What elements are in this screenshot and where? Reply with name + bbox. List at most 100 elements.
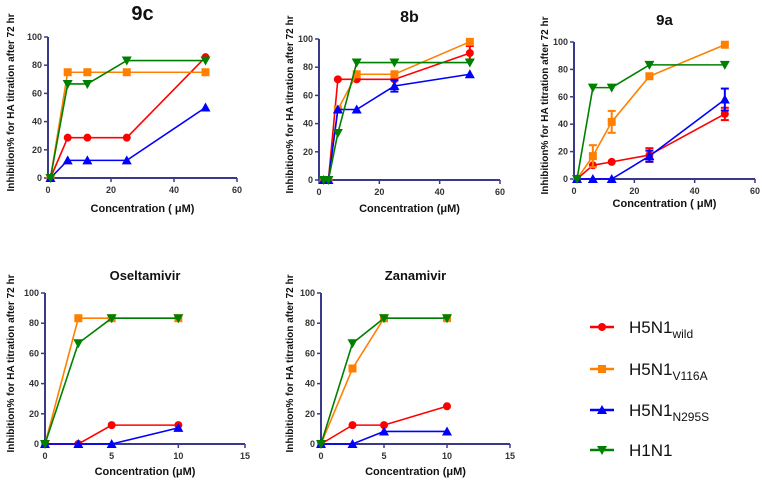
legend-label: H1N1 <box>629 441 672 460</box>
data-point <box>443 402 451 411</box>
legend-label: H5N1V116A <box>629 360 708 383</box>
panel-title: 8b <box>400 9 419 26</box>
legend-item: H5N1N295S <box>590 401 709 424</box>
y-tick-label: 60 <box>303 90 313 100</box>
y-tick-label: 0 <box>34 439 39 449</box>
legend-subscript: wild <box>671 327 693 341</box>
y-axis-label: Inhibition% for HA titration after 72 hr <box>540 16 551 194</box>
data-point <box>63 133 72 142</box>
data-point <box>74 314 83 323</box>
series-h1n1 <box>40 314 184 449</box>
data-point <box>351 58 362 68</box>
data-point <box>333 75 342 84</box>
data-point <box>379 314 389 324</box>
data-point <box>45 174 56 183</box>
data-point <box>644 60 655 70</box>
x-axis-label: Concentration (μM) <box>359 203 460 215</box>
data-point <box>464 69 475 79</box>
series-h5n1-wild <box>317 402 451 448</box>
x-axis-label: Concentration (μM) <box>365 466 466 478</box>
y-tick-label: 80 <box>29 318 39 328</box>
y-tick-label: 0 <box>308 175 313 185</box>
y-tick-label: 80 <box>558 64 568 74</box>
series-h1n1 <box>318 58 475 185</box>
x-tick-label: 5 <box>381 451 386 461</box>
y-tick-label: 60 <box>305 348 315 358</box>
x-axis-label: Concentration (μM) <box>95 466 196 478</box>
data-point <box>645 72 654 81</box>
y-axis-label: Inhibition% for HA titration after 72 hr <box>6 13 17 191</box>
data-point <box>719 94 730 104</box>
x-tick-label: 60 <box>750 186 760 196</box>
x-tick-label: 0 <box>42 451 47 461</box>
x-tick-label: 60 <box>495 187 505 197</box>
y-tick-label: 100 <box>27 32 42 42</box>
series-h5n1-v116a <box>46 68 210 182</box>
data-point <box>82 155 93 165</box>
data-point <box>332 104 343 114</box>
legend-marker <box>598 323 606 331</box>
legend-subscript: V116A <box>672 369 707 383</box>
data-point <box>390 70 399 79</box>
series-h1n1 <box>316 314 452 449</box>
y-tick-label: 100 <box>300 288 315 298</box>
data-point <box>173 422 184 432</box>
data-point <box>106 314 117 324</box>
data-point <box>607 157 616 166</box>
series-h1n1 <box>572 60 730 184</box>
series-h5n1-n295s <box>45 102 211 182</box>
data-point <box>351 104 362 114</box>
data-point <box>464 58 475 68</box>
data-point <box>588 152 597 161</box>
data-point <box>389 80 400 90</box>
x-tick-label: 10 <box>173 451 183 461</box>
y-axis-label: Inhibition% for HA titration after 72 hr <box>6 274 17 452</box>
y-tick-label: 20 <box>29 409 39 419</box>
y-tick-label: 20 <box>32 145 42 155</box>
x-tick-label: 0 <box>45 185 50 195</box>
data-point <box>40 440 50 449</box>
y-tick-label: 60 <box>558 92 568 102</box>
data-point <box>347 339 358 349</box>
series-line <box>49 106 206 179</box>
data-point <box>442 314 452 324</box>
y-tick-label: 80 <box>305 318 315 328</box>
x-tick-label: 15 <box>505 451 515 461</box>
data-point <box>173 314 184 324</box>
x-tick-label: 5 <box>109 451 114 461</box>
x-tick-label: 20 <box>106 185 116 195</box>
series-line <box>44 317 179 445</box>
data-point <box>644 151 655 161</box>
series-line <box>320 405 448 445</box>
y-tick-label: 40 <box>558 119 568 129</box>
x-tick-label: 0 <box>571 186 576 196</box>
y-tick-label: 80 <box>303 62 313 72</box>
y-tick-label: 80 <box>32 60 42 70</box>
x-tick-label: 15 <box>240 451 250 461</box>
y-tick-label: 0 <box>310 439 315 449</box>
y-axis-label: Inhibition% for HA titration after 72 hr <box>285 15 296 193</box>
x-tick-label: 0 <box>318 451 323 461</box>
data-point <box>465 49 474 58</box>
panel-9c: 9c 0 20 40 60 0 20 40 60 80 100 Concentration ( μM)… <box>6 3 242 215</box>
series-h5n1-n295s <box>316 426 452 448</box>
x-tick-label: 40 <box>169 185 179 195</box>
data-point <box>63 68 72 77</box>
y-axis-label: Inhibition% for HA titration after 72 hr <box>285 274 296 452</box>
data-point <box>316 440 326 449</box>
data-point <box>348 364 357 373</box>
data-point <box>720 109 729 118</box>
data-point <box>73 439 84 448</box>
x-tick-label: 20 <box>629 186 639 196</box>
legend-item: H5N1V116A <box>590 360 708 383</box>
data-point <box>62 79 73 89</box>
data-point <box>587 174 598 183</box>
series-h1n1 <box>45 56 211 183</box>
data-point <box>62 155 73 165</box>
data-point <box>106 439 117 448</box>
x-tick-label: 20 <box>374 187 384 197</box>
y-tick-label: 40 <box>32 117 42 127</box>
data-point <box>122 68 131 77</box>
panel-title: Oseltamivir <box>110 268 181 283</box>
y-tick-label: 20 <box>305 409 315 419</box>
